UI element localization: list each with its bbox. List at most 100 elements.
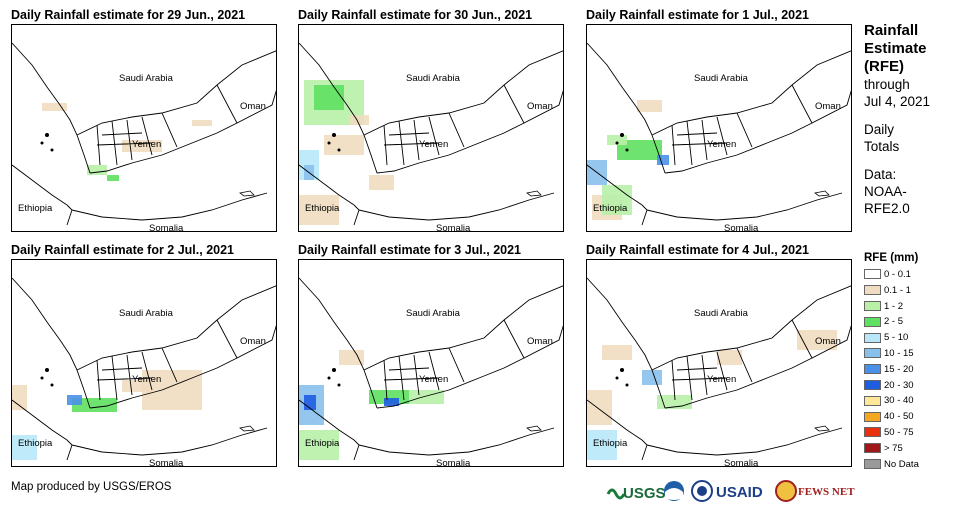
fews-net-logo: FEWS NET: [775, 480, 855, 502]
red-sea-islands: [40, 376, 44, 380]
panel-title: Daily Rainfall estimate for 3 Jul., 2021: [298, 243, 522, 257]
rainfall-patch: [657, 155, 669, 165]
country-label-ethiopia: Ethiopia: [18, 438, 53, 449]
red-sea-coast: [12, 277, 91, 409]
country-label-saudi: Saudi Arabia: [694, 308, 748, 319]
legend-item: 5 - 10: [864, 332, 908, 344]
country-label-oman: Oman: [527, 101, 553, 112]
panel-title: Daily Rainfall estimate for 1 Jul., 2021: [586, 8, 810, 22]
country-label-yemen: Yemen: [132, 374, 162, 385]
country-label-ethiopia: Ethiopia: [593, 203, 628, 214]
partner-logos: USGS USAID FEWS NET: [606, 480, 855, 502]
oman-border: [503, 50, 563, 124]
country-label-ethiopia: Ethiopia: [305, 203, 340, 214]
red-sea-islands: [45, 133, 49, 137]
map-svg: [12, 42, 276, 226]
legend-daily: Daily: [864, 122, 895, 137]
legend-totals: Totals: [864, 139, 900, 154]
saudi-yemen-border: [651, 84, 793, 136]
legend-label: 50 - 75: [884, 427, 914, 438]
country-label-oman: Oman: [240, 336, 266, 347]
legend-label: 15 - 20: [884, 363, 914, 375]
rainfall-patch: [797, 330, 837, 350]
legend-item: > 75: [864, 443, 903, 455]
legend-data-source-2: RFE2.0: [864, 201, 910, 216]
legend-through: through: [864, 77, 910, 92]
red-sea-coast: [587, 277, 666, 409]
djibouti-border: [66, 204, 73, 226]
legend-swatch: [864, 364, 881, 375]
country-label-somalia: Somalia: [436, 223, 471, 232]
panel-title: Daily Rainfall estimate for 2 Jul., 2021: [11, 243, 235, 257]
red-sea-islands: [50, 383, 54, 387]
djibouti-border: [66, 439, 73, 461]
country-label-yemen: Yemen: [707, 374, 737, 385]
oman-border: [503, 285, 563, 359]
rainfall-patch: [299, 195, 339, 225]
legend-item: 50 - 75: [864, 427, 914, 439]
red-sea-islands: [620, 133, 624, 137]
legend-swatch: [864, 269, 881, 280]
country-label-oman: Oman: [240, 101, 266, 112]
oman-border: [791, 50, 851, 124]
country-label-saudi: Saudi Arabia: [406, 308, 460, 319]
saudi-yemen-border: [363, 84, 505, 136]
legend-label: No Data: [884, 458, 919, 470]
country-label-yemen: Yemen: [132, 139, 162, 150]
socotra-island: [239, 425, 255, 432]
rainfall-patch: [409, 390, 444, 404]
red-sea-coast: [12, 42, 91, 174]
legend-item: 20 - 30: [864, 380, 914, 392]
map-svg: [299, 42, 563, 226]
legend-swatch: [864, 301, 881, 312]
rainfall-patch: [324, 135, 364, 155]
country-label-yemen: Yemen: [707, 139, 737, 150]
yemen-coast: [89, 122, 238, 174]
yemen-coast: [89, 357, 238, 409]
legend-data-label: Data:: [864, 167, 897, 182]
usaid-text: USAID: [716, 484, 763, 501]
rainfall-map: Saudi Arabia Oman Yemen Ethiopia Somalia: [586, 259, 852, 467]
legend-item: 10 - 15: [864, 348, 914, 360]
legend-label: 0 - 0.1: [884, 269, 911, 280]
yemen-coast: [376, 357, 525, 409]
yemen-coast: [376, 122, 525, 174]
red-sea-islands: [337, 148, 341, 152]
legend-label: 30 - 40: [884, 395, 914, 407]
rainfall-patch: [587, 430, 617, 460]
legend-item: 40 - 50: [864, 411, 914, 423]
legend-unit: RFE (mm): [864, 252, 919, 264]
country-label-somalia: Somalia: [724, 458, 759, 467]
country-label-yemen: Yemen: [419, 139, 449, 150]
rainfall-patch: [607, 135, 627, 145]
legend-item: 0.1 - 1: [864, 285, 911, 297]
admin-boundaries: [671, 347, 753, 401]
map-svg: [587, 42, 851, 226]
rainfall-patch: [384, 398, 399, 406]
rainfall-patch: [602, 185, 632, 215]
legend-swatch: [864, 316, 881, 327]
legend-swatch: [864, 427, 881, 438]
legend-label: 1 - 2: [884, 300, 904, 312]
admin-boundaries: [96, 112, 178, 166]
logo-strip: USGS USAID FEWS NET: [606, 478, 856, 504]
yemen-coast: [664, 357, 813, 409]
rainfall-patch: [299, 430, 339, 460]
country-label-saudi: Saudi Arabia: [119, 308, 173, 319]
admin-boundaries: [383, 347, 465, 401]
rainfall-map: Saudi Arabia Oman Yemen Ethiopia Somalia: [298, 259, 564, 467]
saudi-yemen-border: [76, 84, 218, 136]
legend-swatch: [864, 348, 881, 359]
oman-border: [216, 50, 276, 124]
socotra-island: [814, 190, 830, 197]
red-sea-islands: [327, 376, 331, 380]
africa-coast: [299, 164, 555, 221]
rainfall-patch: [12, 385, 27, 410]
rainfall-patch: [314, 85, 344, 110]
panel-title: Daily Rainfall estimate for 29 Jun., 202…: [11, 8, 246, 22]
country-label-saudi: Saudi Arabia: [406, 73, 460, 84]
socotra-island: [814, 425, 830, 432]
country-label-saudi: Saudi Arabia: [119, 73, 173, 84]
legend-label: 2 - 5: [884, 316, 904, 328]
rainfall-patch: [72, 398, 117, 412]
